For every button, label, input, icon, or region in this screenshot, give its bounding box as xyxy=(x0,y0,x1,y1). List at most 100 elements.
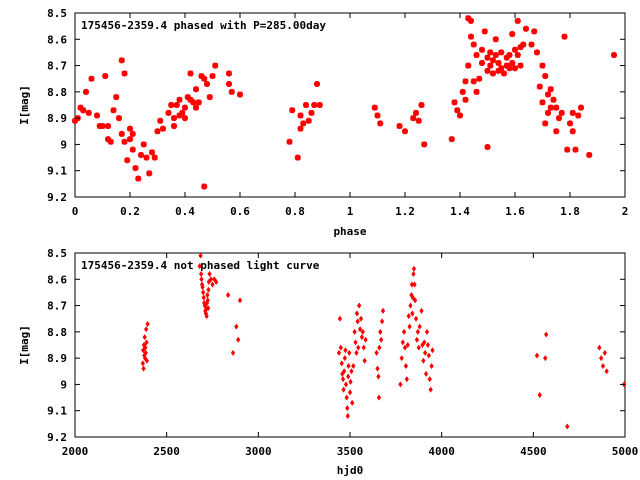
phased-data-point xyxy=(481,28,488,35)
phased-data-point xyxy=(487,62,494,69)
phased-data-point xyxy=(182,115,188,122)
phased-data-point xyxy=(193,104,199,111)
phased-data-point xyxy=(374,112,381,119)
unphased-data-point xyxy=(428,386,433,393)
phased-y-tick-label: 8.6 xyxy=(47,33,67,46)
phased-data-point xyxy=(451,99,458,106)
phased-data-point xyxy=(473,52,480,59)
phased-data-point xyxy=(523,25,529,32)
phased-data-point xyxy=(116,115,122,122)
phased-data-point xyxy=(514,52,521,59)
phased-data-point xyxy=(129,146,136,153)
phased-x-ticks: 0 0.2 0.4 0.6 0.8 1 1.2 1.4 1.6 1.8 2 xyxy=(72,13,629,218)
phased-data-point xyxy=(567,120,573,127)
unphased-data-point xyxy=(237,297,243,304)
phased-data-point xyxy=(171,115,177,122)
unphased-data-point xyxy=(197,263,202,270)
phased-data-point xyxy=(305,117,312,124)
phased-data-point xyxy=(129,130,136,137)
phased-data-point xyxy=(410,115,417,122)
phased-data-point xyxy=(586,151,593,158)
unphased-data-point xyxy=(405,341,410,349)
unphased-data-point xyxy=(402,344,408,351)
phased-data-point xyxy=(536,83,543,90)
phased-data-point xyxy=(569,128,576,135)
unphased-y-tick-label: 9.1 xyxy=(47,405,67,418)
unphased-y-tick-label: 9 xyxy=(60,378,67,391)
unphased-data-point xyxy=(345,405,350,412)
unphased-data-point xyxy=(414,336,420,343)
phased-data-point xyxy=(545,91,551,98)
phased-data-point xyxy=(171,123,177,130)
phased-data-point xyxy=(492,36,499,43)
phased-data-point xyxy=(176,96,183,103)
unphased-plot-title: 175456-2359.4 not phased light curve xyxy=(81,259,320,272)
unphased-data-point xyxy=(210,281,215,288)
phased-data-point xyxy=(190,99,197,106)
unphased-data-point xyxy=(234,323,239,330)
phased-data-point xyxy=(168,102,175,108)
phased-data-point xyxy=(124,157,131,164)
phased-data-point xyxy=(512,46,518,53)
phased-data-point xyxy=(187,70,194,77)
unphased-data-point xyxy=(351,363,356,370)
phased-data-point xyxy=(542,73,549,80)
unphased-x-tick-label: 3500 xyxy=(337,445,364,458)
phased-data-point xyxy=(311,102,318,108)
unphased-data-point xyxy=(399,355,404,362)
unphased-data-point xyxy=(375,365,380,372)
phased-y-tick-label: 9.1 xyxy=(47,165,67,178)
unphased-x-axis-title: hjd0 xyxy=(337,464,364,477)
unphased-data-point xyxy=(206,286,211,293)
unphased-data-points xyxy=(140,252,627,430)
phased-data-point xyxy=(154,128,161,135)
phased-data-point xyxy=(520,41,527,48)
unphased-data-point xyxy=(411,271,416,278)
unphased-data-point xyxy=(408,302,413,309)
phased-data-point xyxy=(102,73,109,80)
phased-x-tick-label: 0 xyxy=(72,205,79,218)
phased-data-point xyxy=(77,104,84,111)
phased-data-point xyxy=(514,17,521,24)
phased-data-point xyxy=(165,109,172,116)
phased-x-tick-label: 1 xyxy=(347,205,354,218)
phased-data-point xyxy=(121,138,128,145)
unphased-data-point xyxy=(201,289,206,296)
phased-data-point xyxy=(509,31,516,38)
unphased-y-tick-label: 8.9 xyxy=(47,352,67,365)
phased-x-tick-label: 2 xyxy=(622,205,629,218)
phased-data-point xyxy=(226,80,232,87)
phased-data-point xyxy=(459,88,466,95)
unphased-data-point xyxy=(361,344,366,351)
phased-data-point xyxy=(72,117,78,124)
phased-data-point xyxy=(212,62,219,69)
phased-data-point xyxy=(495,59,502,66)
unphased-data-point xyxy=(425,341,431,349)
phased-data-point xyxy=(85,109,92,116)
phased-data-point xyxy=(413,109,419,116)
unphased-data-point xyxy=(419,307,424,314)
phased-data-point xyxy=(206,94,213,101)
phased-data-point xyxy=(492,52,499,59)
unphased-data-point xyxy=(424,328,430,335)
unphased-data-point xyxy=(201,294,206,301)
phased-data-point xyxy=(468,17,474,24)
unphased-plot: 2000 2500 3000 3500 4000 4500 5000 8.58.68.78.… xyxy=(18,247,638,477)
phased-x-tick-label: 1.4 xyxy=(450,205,470,218)
unphased-y-axis-title: I[mag] xyxy=(18,325,31,365)
phased-data-point xyxy=(289,107,296,114)
unphased-data-point xyxy=(400,339,405,346)
phased-y-tick-label: 9 xyxy=(60,138,67,151)
unphased-data-point xyxy=(199,271,204,278)
phased-data-point xyxy=(226,70,232,77)
phased-data-point xyxy=(556,115,562,122)
unphased-data-point xyxy=(534,352,540,359)
phased-data-point xyxy=(448,136,455,143)
phased-data-point xyxy=(470,41,477,48)
phased-y-ticks: 8.5 8.6 8.7 8.8 8.9 9 9.1 9.2 xyxy=(47,7,625,204)
unphased-data-point xyxy=(378,328,383,335)
unphased-data-point xyxy=(200,284,205,291)
phased-data-point xyxy=(553,104,560,111)
unphased-data-point xyxy=(427,376,432,383)
